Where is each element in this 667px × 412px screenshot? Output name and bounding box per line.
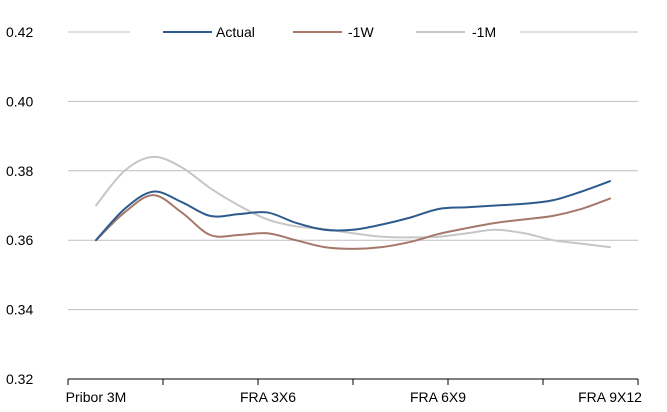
gridlines (68, 31, 638, 311)
x-tick-label: FRA 6X9 (410, 389, 466, 405)
y-tick-label: 0.42 (6, 24, 33, 40)
series-line-1w (95, 194, 611, 250)
x-tick-label: FRA 9X12 (578, 389, 642, 405)
series-lines (95, 155, 611, 250)
legend-label: -1M (472, 24, 496, 40)
y-tick-label: 0.32 (6, 371, 33, 387)
legend-label: -1W (348, 24, 374, 40)
y-tick-label: 0.38 (6, 163, 33, 179)
series-line-1m (95, 155, 611, 249)
x-tick-label: FRA 3X6 (240, 389, 296, 405)
y-tick-label: 0.34 (6, 302, 33, 318)
legend: Actual -1W -1M (130, 21, 520, 43)
y-tick-label: 0.40 (6, 93, 33, 109)
series-line-actual (95, 180, 611, 242)
legend-label: Actual (216, 24, 255, 40)
x-tick-label: Pribor 3M (66, 389, 127, 405)
axes: 0.32 0.34 0.36 0.38 0.40 0.42 Pribor 3M FRA 3X6… (6, 24, 642, 405)
y-tick-label: 0.36 (6, 232, 33, 248)
